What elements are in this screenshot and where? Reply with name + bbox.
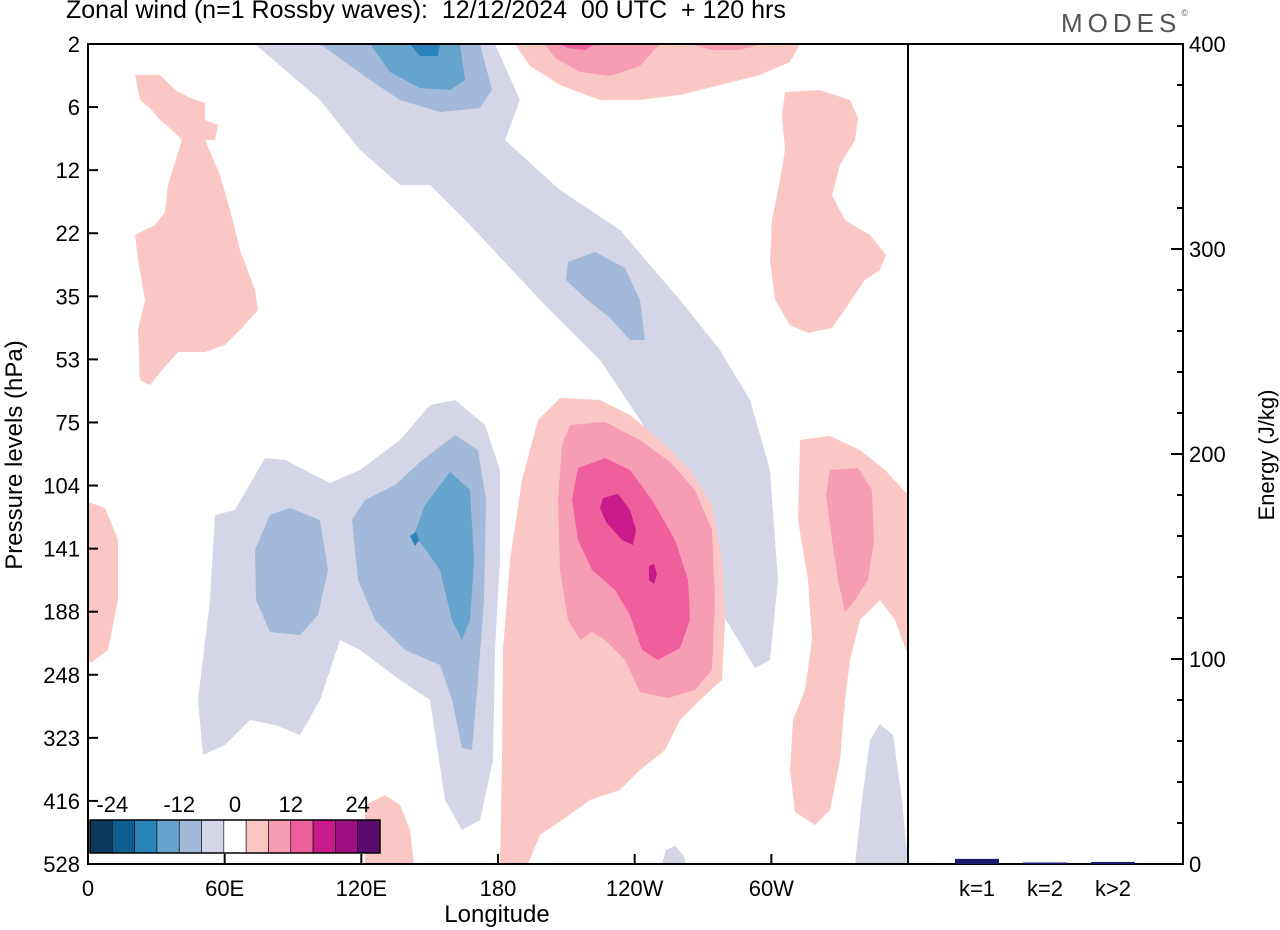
energy-tick-label: 0: [1189, 852, 1201, 877]
colorbar-frame: [89, 819, 381, 854]
y-tick-label: 141: [43, 537, 80, 562]
y-tick-label: 104: [43, 474, 80, 499]
contour-pos-4-west-upper: [135, 75, 258, 385]
energy-bar: [955, 858, 999, 864]
contour-pos-8-east: [826, 468, 874, 612]
colorbar-swatch: [223, 819, 247, 854]
colorbar-label: -24: [96, 792, 128, 817]
contour-neg-12-low: [412, 472, 474, 640]
colorbar-label: 12: [279, 792, 303, 817]
energy-axis: 0 100 200 300 400: [1171, 32, 1226, 877]
y-tick-label: 6: [68, 95, 80, 120]
energy-bars: [955, 858, 1135, 864]
colorbar-labels: -24 -12 0 12 24: [96, 792, 370, 817]
y-tick-label: 75: [56, 410, 80, 435]
colorbar-swatch: [178, 819, 202, 854]
energy-tick-label: 200: [1189, 442, 1226, 467]
energy-tick-label: 400: [1189, 32, 1226, 57]
energy-axis-label: Energy (J/kg): [1254, 390, 1279, 521]
colorbar-swatch: [201, 819, 225, 854]
x-tick-label: 180: [480, 876, 517, 901]
wavenumber-axis: k=1 k=2 k>2: [959, 876, 1131, 901]
colorbar-swatch: [156, 819, 180, 854]
contour-neg-4-spot: [662, 846, 686, 864]
colorbar-swatch: [112, 819, 135, 854]
contour-pos-12-upper: [560, 44, 595, 50]
brand-text: MODES: [1061, 8, 1182, 38]
x-tick-label: 120W: [606, 876, 664, 901]
y-tick-label: 323: [43, 726, 80, 751]
colorbar-label: -12: [163, 792, 195, 817]
contour-neg-8-low-west: [255, 508, 328, 635]
energy-tick-label: 100: [1189, 647, 1226, 672]
longitude-axis: 0 60E 120E 180 120W 60W: [82, 854, 794, 901]
colorbar-swatch: [335, 819, 358, 854]
energy-tick-label: 300: [1189, 237, 1226, 262]
contour-pos-4-west-lower: [88, 502, 118, 662]
energy-bar: [1023, 862, 1067, 864]
y-tick-label: 53: [56, 347, 80, 372]
contour-pos-8-upper-east: [690, 44, 760, 50]
y-tick-label: 12: [56, 158, 80, 183]
colorbar-label: 24: [345, 792, 369, 817]
chart-title: Zonal wind (n=1 Rossby waves): 12/12/202…: [66, 0, 786, 24]
y-tick-label: 248: [43, 663, 80, 688]
wavenumber-tick-label: k>2: [1095, 876, 1131, 901]
colorbar-swatch: [134, 819, 158, 854]
contour-pos-4-east-upper: [770, 90, 886, 333]
y-tick-label: 188: [43, 600, 80, 625]
modes-logo: MODES©: [1061, 8, 1188, 39]
energy-bar: [1091, 861, 1135, 864]
x-tick-label: 60W: [749, 876, 794, 901]
contour-neg-8-mid: [566, 252, 645, 340]
wavenumber-tick-label: k=1: [959, 876, 995, 901]
colorbar-swatch: [268, 819, 292, 854]
bar-frame: [907, 43, 1184, 865]
contour-neg-16-upper: [410, 44, 440, 56]
colorbar-label: 0: [229, 792, 241, 817]
contour-pos-16-spot: [649, 564, 657, 584]
y-tick-label: 35: [56, 284, 80, 309]
y-tick-label: 2: [68, 32, 80, 57]
contour-pos-8-upper: [545, 44, 660, 76]
contour-neg-12-spot: [410, 532, 419, 546]
colorbar-swatch: [89, 819, 113, 854]
colorbar-swatch: [245, 819, 269, 854]
y-tick-label: 22: [56, 221, 80, 246]
brand-mark: ©: [1181, 8, 1188, 19]
x-axis-label: Longitude: [444, 901, 549, 928]
colorbar-swatch: [290, 819, 314, 854]
x-tick-label: 0: [82, 876, 94, 901]
contour-field: [88, 44, 908, 864]
colorbar-swatch: [312, 819, 336, 854]
y-tick-label: 416: [43, 789, 80, 814]
contour-pos-4-east: [790, 436, 908, 825]
y-axis-label: Pressure levels (hPa): [1, 340, 28, 569]
contour-neg-12-upper: [370, 44, 465, 90]
y-tick-label: 528: [43, 852, 80, 877]
x-tick-label: 120E: [336, 876, 387, 901]
x-tick-label: 60E: [205, 876, 244, 901]
pressure-axis: 2 6 12 22 35 53 75 104 141 188 248 323 416 528: [43, 32, 98, 877]
contour-pos-16-core: [600, 494, 636, 545]
wavenumber-tick-label: k=2: [1027, 876, 1063, 901]
colorbar: [89, 819, 381, 854]
contour-neg-4-east: [855, 724, 908, 864]
contour-neg-4-upper: [255, 44, 778, 668]
colorbar-swatch: [357, 819, 381, 854]
